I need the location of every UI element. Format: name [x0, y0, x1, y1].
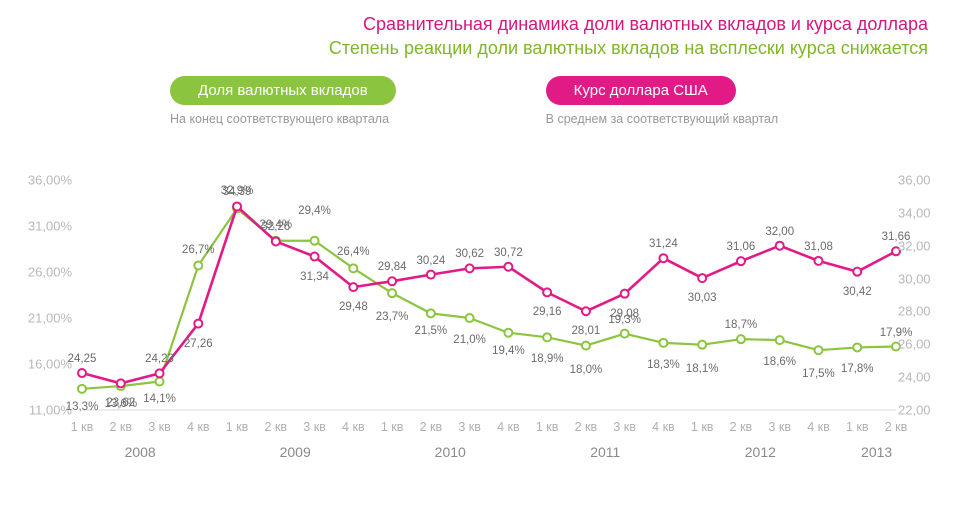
- data-label: 31,66: [882, 231, 911, 243]
- data-label: 31,06: [727, 241, 756, 253]
- data-label: 30,03: [688, 292, 717, 304]
- data-label: 26,4%: [337, 246, 370, 258]
- data-label: 21,0%: [453, 334, 486, 346]
- data-label: 17,9%: [880, 327, 913, 339]
- y-right-tick: 26,00: [898, 337, 938, 352]
- year-label: 2008: [125, 444, 156, 460]
- data-label: 17,8%: [841, 363, 874, 375]
- legend-sub-green: На конец соответствующего квартала: [170, 111, 396, 127]
- data-label: 26,7%: [182, 244, 215, 256]
- x-tick: 1 кв: [381, 420, 404, 434]
- data-label: 19,3%: [608, 314, 641, 326]
- y-left-tick: 26,00%: [20, 265, 72, 280]
- title-line-1: Сравнительная динамика доли валютных вкл…: [363, 14, 928, 35]
- data-label: 30,42: [843, 286, 872, 298]
- data-label: 29,84: [378, 261, 407, 273]
- y-right-tick: 34,00: [898, 205, 938, 220]
- data-label: 19,4%: [492, 345, 525, 357]
- data-label: 24,25: [68, 353, 97, 365]
- chart-root: Сравнительная динамика доли валютных вкл…: [0, 0, 958, 514]
- data-label: 13,3%: [66, 401, 99, 413]
- x-tick: 3 кв: [613, 420, 636, 434]
- x-tick: 1 кв: [846, 420, 869, 434]
- year-label: 2010: [435, 444, 466, 460]
- x-tick: 3 кв: [303, 420, 326, 434]
- data-label: 29,4%: [259, 219, 292, 231]
- y-left-tick: 21,00%: [20, 311, 72, 326]
- data-label: 31,24: [649, 238, 678, 250]
- x-tick: 3 кв: [768, 420, 791, 434]
- data-label: 21,5%: [415, 325, 448, 337]
- data-label: 17,5%: [802, 368, 835, 380]
- y-left-tick: 31,00%: [20, 219, 72, 234]
- data-label: 31,34: [300, 271, 329, 283]
- y-right-tick: 22,00: [898, 403, 938, 418]
- year-label: 2011: [590, 444, 620, 460]
- data-label: 32,9%: [221, 185, 254, 197]
- data-label: 32,00: [765, 226, 794, 238]
- data-label: 23,7%: [376, 311, 409, 323]
- data-label: 24,23: [145, 353, 174, 365]
- x-tick: 1 кв: [71, 420, 94, 434]
- data-label: 29,16: [533, 306, 562, 318]
- data-label: 14,1%: [143, 393, 176, 405]
- y-left-tick: 16,00%: [20, 357, 72, 372]
- data-label: 27,26: [184, 338, 213, 350]
- year-label: 2013: [861, 444, 892, 460]
- x-tick: 1 кв: [226, 420, 249, 434]
- x-tick: 1 кв: [536, 420, 559, 434]
- x-tick: 2 кв: [420, 420, 443, 434]
- x-tick: 3 кв: [148, 420, 171, 434]
- data-label: 30,62: [455, 248, 484, 260]
- x-tick: 4 кв: [497, 420, 520, 434]
- x-tick: 4 кв: [652, 420, 675, 434]
- legend-sub-pink: В среднем за соответствующий квартал: [546, 111, 779, 127]
- x-tick: 2 кв: [885, 420, 908, 434]
- legend: Доля валютных вкладов На конец соответст…: [170, 76, 778, 127]
- data-label: 18,1%: [686, 363, 719, 375]
- data-label: 18,9%: [531, 353, 564, 365]
- y-right-tick: 28,00: [898, 304, 938, 319]
- x-tick: 4 кв: [187, 420, 210, 434]
- data-label: 18,3%: [647, 359, 680, 371]
- x-tick: 2 кв: [730, 420, 753, 434]
- plot-area: 11,00% 16,00% 21,00% 26,00% 31,00% 36,00% 22,0…: [20, 170, 938, 470]
- x-tick: 1 кв: [691, 420, 714, 434]
- legend-green: Доля валютных вкладов На конец соответст…: [170, 76, 396, 127]
- x-tick: 3 кв: [458, 420, 481, 434]
- legend-pink: Курс доллара США В среднем за соответств…: [546, 76, 779, 127]
- y-left-tick: 36,00%: [20, 173, 72, 188]
- data-label: 30,24: [416, 255, 445, 267]
- data-label: 29,4%: [298, 205, 331, 217]
- x-tick: 2 кв: [109, 420, 132, 434]
- title-line-2: Степень реакции доли валютных вкладов на…: [329, 38, 928, 59]
- data-label: 13,6%: [104, 398, 137, 410]
- y-right-tick: 30,00: [898, 271, 938, 286]
- y-left-tick: 11,00%: [20, 403, 72, 418]
- legend-pill-pink: Курс доллара США: [546, 76, 736, 105]
- data-label: 18,7%: [725, 319, 758, 331]
- x-tick: 4 кв: [807, 420, 830, 434]
- y-right-tick: 36,00: [898, 173, 938, 188]
- data-label: 18,6%: [763, 356, 796, 368]
- data-label: 31,08: [804, 241, 833, 253]
- data-label: 29,48: [339, 301, 368, 313]
- year-label: 2009: [280, 444, 311, 460]
- x-tick: 2 кв: [575, 420, 598, 434]
- data-label: 30,72: [494, 247, 523, 259]
- legend-pill-green: Доля валютных вкладов: [170, 76, 396, 105]
- year-label: 2012: [745, 444, 776, 460]
- data-label: 28,01: [572, 325, 601, 337]
- x-tick: 2 кв: [265, 420, 288, 434]
- y-right-tick: 24,00: [898, 370, 938, 385]
- x-tick: 4 кв: [342, 420, 365, 434]
- data-label: 18,0%: [570, 364, 603, 376]
